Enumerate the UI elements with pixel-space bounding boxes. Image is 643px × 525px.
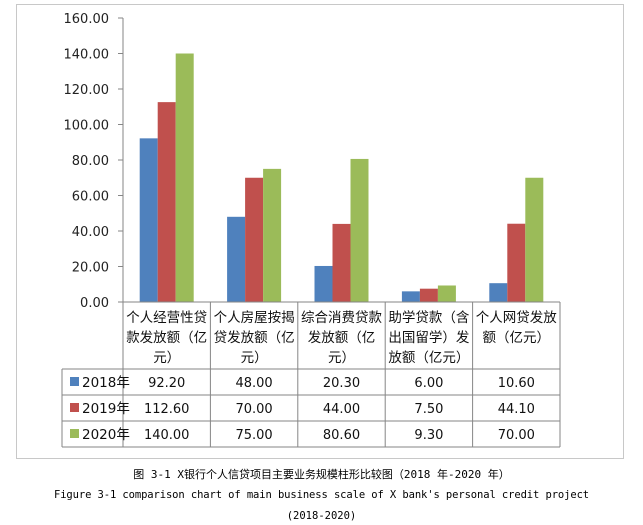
bar [314,265,333,302]
legend-swatch [70,403,79,412]
data-table-value: 44.00 [323,402,360,417]
x-category-label: 额（亿元） [483,330,551,346]
x-category-label: 出国留学）发 [388,330,469,346]
data-table-value: 10.60 [498,376,535,391]
data-table-value: 92.20 [148,376,185,391]
bar [401,291,420,302]
y-tick-label: 80.00 [72,154,109,169]
x-category-label: 个人经营性贷 [126,310,207,326]
data-table-value: 80.60 [323,428,360,443]
data-table-value: 75.00 [235,428,272,443]
legend-label: 2018年 [82,375,130,391]
bar [332,223,351,302]
data-table-value: 70.00 [498,428,535,443]
y-tick-label: 160.00 [64,12,110,27]
y-tick-label: 40.00 [72,225,109,240]
legend-swatch [70,429,79,438]
x-category-label: 综合消费贷款 [301,310,382,326]
x-category-label: 元） [153,350,180,366]
y-tick-label: 60.00 [72,190,109,205]
data-table-value: 70.00 [235,402,272,417]
data-table-value: 48.00 [235,376,272,391]
x-category-label: 个人网贷发放 [476,310,557,326]
y-tick-label: 100.00 [64,119,110,134]
y-tick-label: 120.00 [64,83,110,98]
x-category-label: 款发放额（亿 [126,330,207,346]
bar [245,177,264,302]
bar [525,177,544,302]
data-table-value: 140.00 [144,428,190,443]
bar [489,283,508,302]
bar [350,158,369,302]
data-table-value: 20.30 [323,376,360,391]
figure-caption-cn: 图 3-1 X银行个人信贷项目主要业务规模柱形比较图（2018 年-2020 年… [133,468,510,481]
x-category-label: 助学贷款（含 [388,310,469,326]
figure-caption-en: Figure 3-1 comparison chart of main busi… [53,489,590,501]
data-table-value: 6.00 [414,376,443,391]
bar [419,288,438,302]
legend-label: 2020年 [82,427,130,443]
bar [263,168,282,302]
x-category-label: 贷发放额（亿 [214,330,295,346]
bar-chart: 0.00 20.00 40.00 60.00 80.00 100.00 120.00 140.… [61,12,561,448]
legend-label: 2019年 [82,401,130,417]
y-tick-label: 140.00 [64,48,110,63]
data-table-value: 44.10 [498,402,535,417]
bar [157,102,176,302]
x-category-label: 元） [241,350,268,366]
data-table-value: 7.50 [414,402,443,417]
bar [175,53,194,302]
x-category-label: 个人房屋按揭 [214,310,295,326]
y-tick-label: 0.00 [80,296,109,311]
legend-swatch [70,377,79,386]
bar [507,223,526,302]
x-category-label: 元） [328,350,355,366]
bar [139,138,158,302]
bar [437,285,456,302]
figure-caption-en-years: (2018-2020) [286,510,357,522]
chart-frame [16,4,624,459]
data-table-value: 9.30 [414,428,443,443]
data-table-value: 112.60 [144,402,190,417]
x-category-label: 发放额（亿 [308,330,376,346]
bar [227,216,246,302]
x-category-label: 放额（亿元） [388,350,469,366]
y-tick-label: 20.00 [72,261,109,276]
